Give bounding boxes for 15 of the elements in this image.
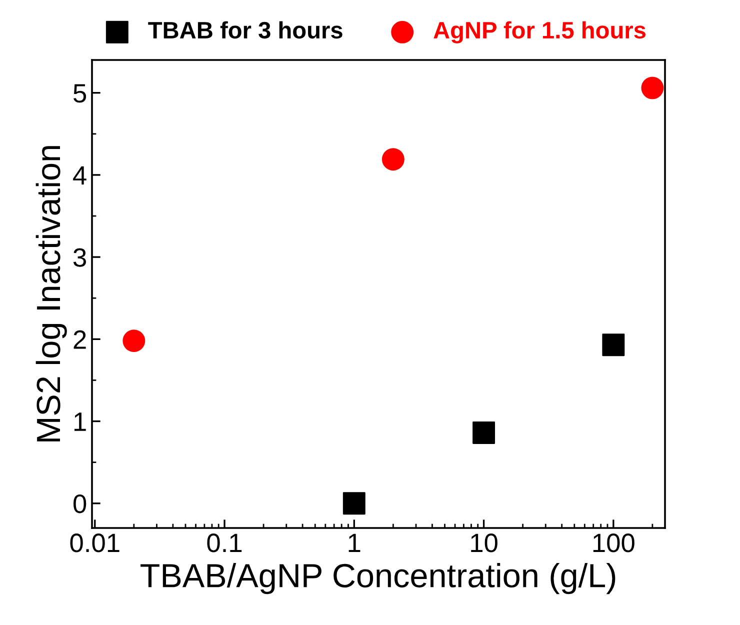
- y-tick-label: 1: [74, 412, 86, 431]
- x-tick-label: 100: [593, 534, 634, 552]
- y-tick-label: 0: [73, 494, 86, 514]
- x-tick-label: 10: [471, 534, 498, 552]
- y-tick-label: 3: [73, 248, 86, 267]
- y-axis-title: MS2 log Inactivation: [36, 146, 67, 442]
- y-tick-label: 5: [74, 84, 86, 103]
- legend-label: TBAB for 3 hours: [148, 21, 342, 39]
- legend-label: AgNP for 1.5 hours: [434, 21, 646, 44]
- x-tick-label: 1: [348, 534, 360, 552]
- x-axis-title: TBAB/AgNP Concentration (g/L): [140, 563, 616, 594]
- x-tick-label: 0.1: [207, 534, 242, 552]
- x-tick-label: 0.01: [70, 534, 120, 552]
- y-tick-label: 4: [73, 166, 86, 185]
- y-tick-label: 2: [74, 330, 86, 349]
